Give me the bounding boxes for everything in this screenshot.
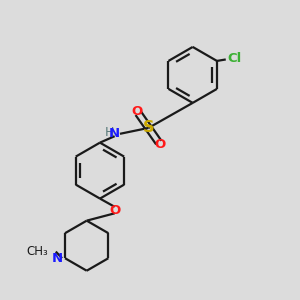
Text: CH₃: CH₃ bbox=[27, 245, 48, 258]
Text: O: O bbox=[109, 204, 120, 217]
Text: H: H bbox=[105, 126, 114, 139]
Text: N: N bbox=[109, 127, 120, 140]
Text: S: S bbox=[143, 120, 154, 135]
Text: O: O bbox=[131, 105, 142, 118]
Text: N: N bbox=[52, 252, 63, 265]
Text: Cl: Cl bbox=[227, 52, 242, 65]
Text: O: O bbox=[155, 138, 166, 151]
